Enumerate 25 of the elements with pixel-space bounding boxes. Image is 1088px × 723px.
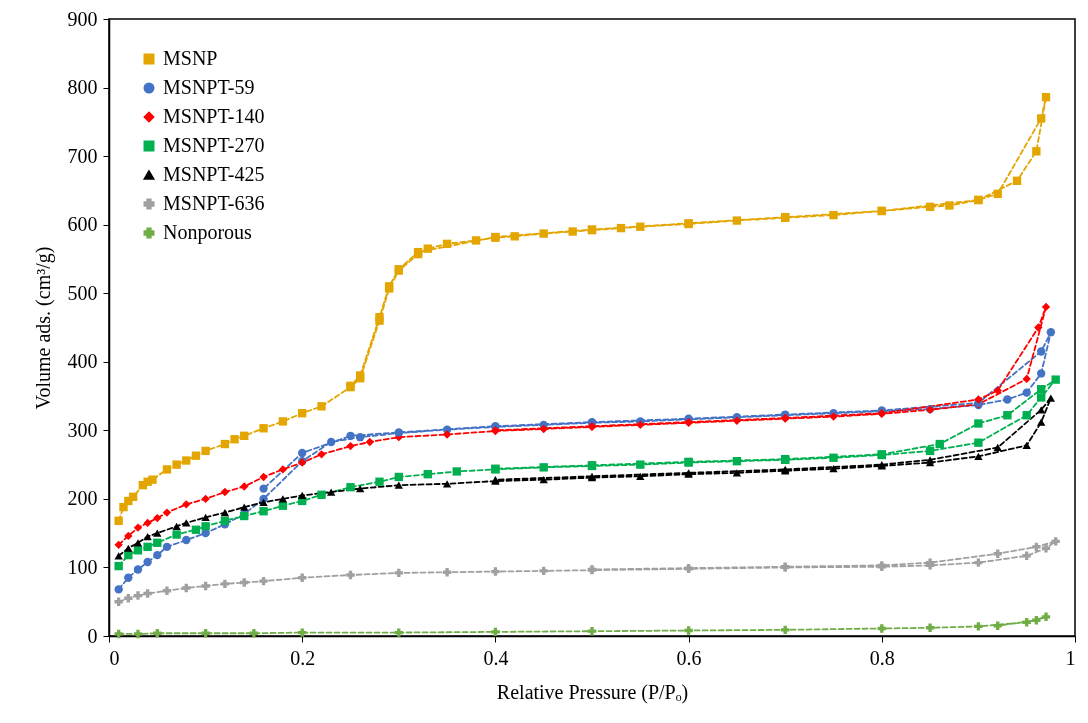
y-tick-label: 500 bbox=[67, 281, 98, 304]
y-tick-label: 300 bbox=[67, 418, 98, 441]
x-tick-label: 0.6 bbox=[676, 646, 702, 669]
x-tick-label: 0.4 bbox=[483, 646, 509, 669]
legend-label: MSNPT-140 bbox=[163, 105, 265, 127]
y-tick-label: 400 bbox=[67, 350, 98, 373]
x-axis-title: Relative Pressure (P/Pₒ) bbox=[496, 680, 689, 704]
legend-label: MSNPT-425 bbox=[163, 163, 265, 185]
y-tick-label: 600 bbox=[67, 213, 98, 236]
x-tick-label: 1 bbox=[1065, 646, 1076, 669]
legend-label: MSNPT-59 bbox=[163, 76, 255, 98]
legend-label: MSNP bbox=[163, 47, 218, 69]
x-tick-label: 0.2 bbox=[290, 646, 316, 669]
legend-label: Nonporous bbox=[163, 221, 253, 244]
y-tick-label: 0 bbox=[87, 624, 98, 647]
y-tick-label: 200 bbox=[67, 487, 98, 510]
y-tick-label: 900 bbox=[67, 7, 98, 30]
x-tick-label: 0.8 bbox=[869, 646, 895, 669]
x-tick-label: 0 bbox=[109, 646, 120, 669]
y-tick-label: 700 bbox=[67, 144, 98, 167]
y-tick-label: 100 bbox=[67, 555, 98, 578]
y-axis-title: Volume ads. (cm³/g) bbox=[31, 246, 55, 410]
legend-label: MSNPT-270 bbox=[163, 134, 265, 156]
legend-label: MSNPT-636 bbox=[163, 192, 265, 214]
y-tick-label: 800 bbox=[67, 76, 98, 99]
